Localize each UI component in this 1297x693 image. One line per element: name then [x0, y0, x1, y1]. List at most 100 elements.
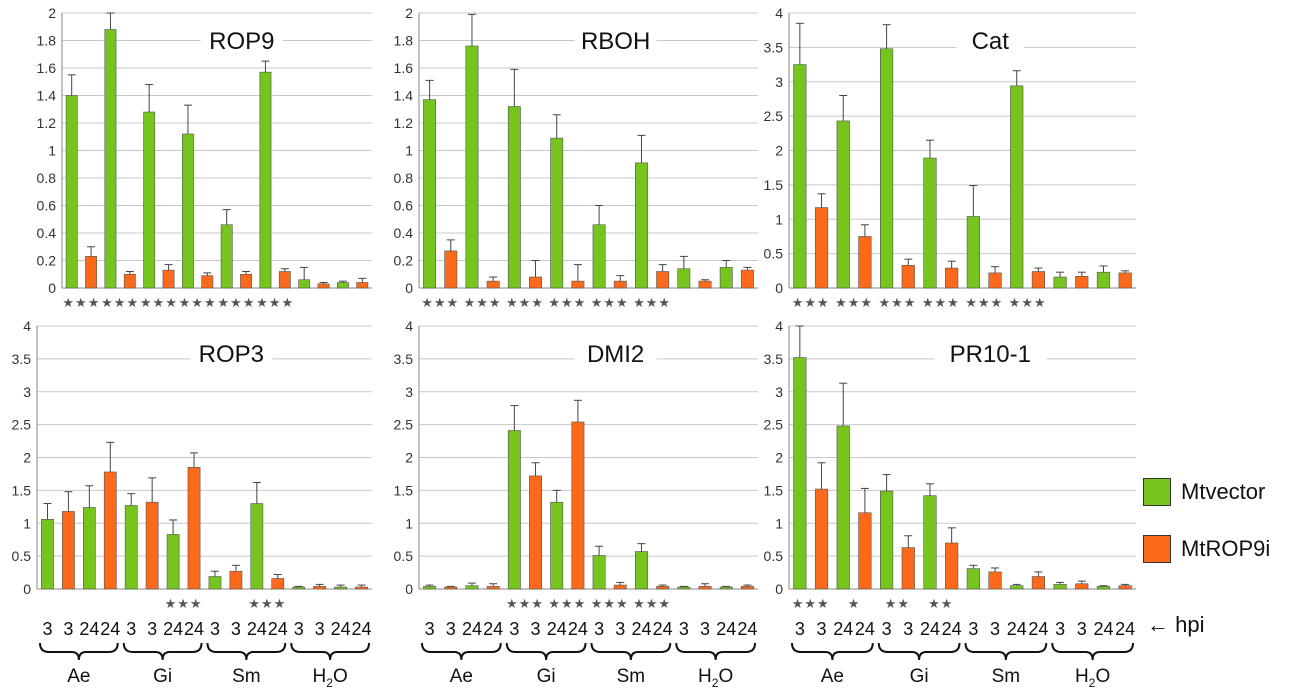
hpi-tick-label: 24: [653, 619, 673, 639]
bar: [1010, 85, 1024, 289]
hpi-tick-label: 24: [1115, 619, 1135, 639]
group-label: Ae: [450, 666, 473, 687]
y-tick-label: 1.5: [764, 177, 784, 193]
y-tick-label: 1: [775, 211, 783, 227]
bar: [1075, 276, 1089, 289]
bar: [966, 216, 980, 289]
significance-stars: ★★★: [165, 596, 203, 611]
y-tick-label: 1.2: [37, 115, 57, 131]
legend-label-mtrop9i: MtROP9i: [1181, 536, 1271, 561]
bar: [166, 534, 180, 590]
title-backing: [934, 338, 1047, 370]
bar: [966, 568, 980, 590]
y-tick-label: 2: [405, 5, 413, 21]
bar: [123, 273, 136, 289]
hpi-tick-label: 24: [942, 619, 962, 639]
hpi-tick-label: 3: [615, 619, 625, 639]
group-brace: [206, 642, 287, 661]
bar: [858, 512, 872, 590]
hpi-tick-label: 24: [855, 619, 875, 639]
hpi-tick-label: 3: [210, 619, 220, 639]
group-brace: [39, 642, 119, 661]
hpi-tick-label: 3: [594, 619, 604, 639]
bar: [465, 45, 479, 289]
bar: [201, 275, 214, 289]
bar: [1053, 276, 1067, 289]
bar: [677, 586, 691, 590]
y-tick-label: 1: [48, 143, 56, 159]
bar: [1075, 583, 1089, 590]
bar: [240, 273, 252, 289]
bar: [355, 586, 368, 590]
hpi-tick-label: 3: [42, 619, 52, 639]
bar: [292, 586, 306, 590]
bar: [1096, 271, 1111, 289]
group-label: Ae: [821, 666, 844, 687]
hpi-tick-label: 3: [882, 619, 892, 639]
bar: [65, 95, 78, 289]
group-brace: [122, 642, 203, 661]
bar: [182, 133, 194, 289]
y-tick-label: 0: [775, 581, 783, 597]
y-tick-label: 1.4: [37, 88, 57, 104]
hpi-tick-label: 3: [700, 619, 710, 639]
hpi-tick-label: 24: [247, 619, 267, 639]
significance-stars: ★: [848, 596, 861, 611]
bar: [529, 276, 542, 289]
hpi-tick-label: 24: [331, 619, 351, 639]
title-backing: [574, 338, 657, 370]
significance-stars: ★★★: [591, 596, 629, 611]
y-tick-label: 1: [405, 515, 413, 531]
legend-label-mtvector: Mtvector: [1181, 479, 1266, 504]
bar: [719, 586, 733, 590]
bar: [334, 586, 347, 590]
significance-stars: ★★★: [965, 295, 1003, 310]
bar: [677, 268, 691, 289]
group-brace: [590, 642, 672, 661]
y-tick-label: 0.2: [394, 253, 414, 269]
y-tick-label: 0: [23, 581, 31, 597]
significance-stars: ★★★: [140, 295, 178, 310]
y-tick-label: 3.5: [394, 351, 414, 367]
group-label: Gi: [153, 666, 172, 687]
hpi-tick-label: 3: [1077, 619, 1087, 639]
group-label: H2O: [313, 666, 348, 688]
hpi-tick-label: 3: [968, 619, 978, 639]
hpi-tick-label: 3: [509, 619, 519, 639]
hpi-tick-label: 3: [294, 619, 304, 639]
significance-stars: ★★★: [464, 295, 502, 310]
bar: [259, 71, 272, 289]
bar: [613, 584, 627, 590]
legend-swatch-mtvector: [1143, 478, 1171, 506]
y-tick-label: 3.5: [764, 39, 784, 55]
bar: [793, 64, 807, 289]
bar: [507, 430, 521, 590]
group-label: Sm: [232, 666, 261, 687]
significance-stars: ★★★: [1009, 295, 1047, 310]
y-tick-label: 4: [775, 5, 783, 21]
y-tick-label: 1.8: [394, 33, 414, 49]
y-tick-label: 0: [48, 280, 56, 296]
bar: [1118, 585, 1132, 590]
chart-title: ROP9: [209, 28, 274, 55]
bar: [444, 586, 458, 590]
bar: [41, 519, 54, 590]
bar: [698, 586, 712, 590]
y-tick-label: 2: [405, 450, 413, 466]
legend-item-mtrop9i: MtROP9i: [1143, 535, 1270, 563]
bar: [923, 157, 937, 289]
bar: [988, 571, 1002, 590]
significance-stars: ★★★: [548, 596, 586, 611]
legend-item-mtvector: Mtvector: [1143, 478, 1265, 506]
hpi-tick-label: 24: [268, 619, 288, 639]
bar: [250, 503, 264, 590]
group-brace: [290, 642, 370, 661]
bar: [271, 578, 285, 590]
bar: [635, 551, 648, 590]
significance-stars: ★★★: [506, 596, 544, 611]
hpi-label: ← hpi: [1147, 612, 1205, 637]
group-label: Gi: [910, 666, 929, 687]
hpi-tick-label: 3: [903, 619, 913, 639]
bar: [613, 280, 627, 289]
y-tick-label: 1.2: [394, 115, 414, 131]
